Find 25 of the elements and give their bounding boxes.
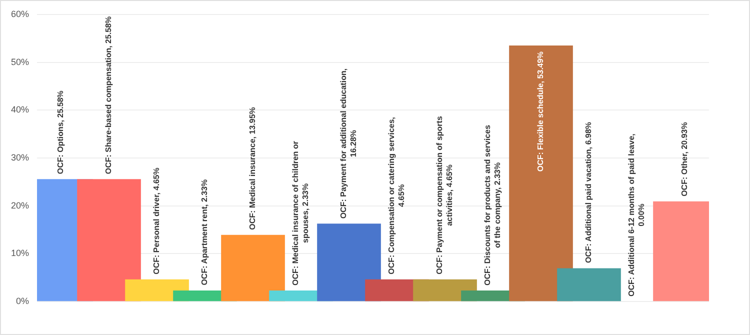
data-label: OCF: Compensation or catering services, 4.65% (387, 116, 406, 274)
y-tick-label: 60% (11, 8, 30, 19)
data-label: OCF: Flexible schedule, 53.49% (536, 52, 546, 172)
data-label: OCF: Apartment rent, 2.33% (200, 179, 210, 286)
data-label: OCF: Personal driver, 4.65% (152, 168, 162, 274)
bar (317, 224, 381, 302)
bar (509, 46, 573, 302)
bar (221, 234, 285, 302)
y-tick-label: 40% (11, 104, 30, 115)
bar (557, 268, 621, 302)
data-label: OCF: Medical insurance, 13.95% (248, 107, 258, 230)
data-label: OCF: Discounts for products and services of the company, 2.33% (483, 124, 502, 286)
data-label: OCF: Share-based compensation, 25.58% (104, 16, 114, 174)
data-label: OCF: Medical insurance of children or spouses, 2.33% (291, 140, 310, 286)
data-label: OCF: Additional 6-12 months of paid leave, 0.00% (627, 134, 646, 296)
data-label: OCF: Payment or compensation of sports activities, 4.65% (435, 116, 454, 274)
data-label: OCF: Other, 20.93% (680, 122, 690, 196)
y-tick-label: 20% (11, 200, 30, 210)
y-tick-label: 30% (11, 152, 30, 162)
y-tick-label: 50% (11, 56, 30, 67)
y-tick-label: 10% (11, 248, 30, 258)
data-label: OCF: Additional paid vacation, 6.98% (584, 122, 594, 264)
data-label: OCF: Options, 25.58% (56, 90, 66, 174)
y-tick-label: 0% (16, 296, 30, 306)
data-label: OCF: Payment for additional education, 16.28% (339, 68, 358, 219)
